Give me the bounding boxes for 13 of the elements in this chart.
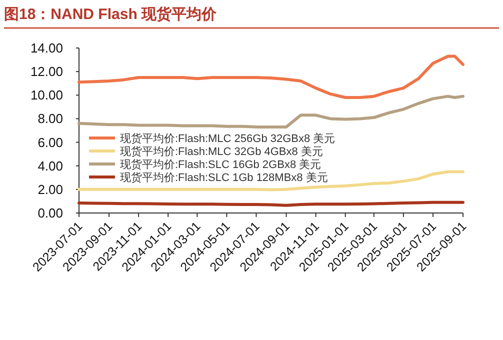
y-tick-label: 0.00 — [38, 206, 63, 220]
legend-label: 现货平均价:Flash:SLC 1Gb 128MBx8 美元 — [120, 171, 328, 184]
y-tick-label: 12.00 — [30, 64, 63, 80]
legend-label: 现货平均价:Flash:SLC 16Gb 2GBx8 美元 — [120, 158, 322, 171]
y-tick-label: 2.00 — [38, 182, 63, 197]
y-tick-label: 4.00 — [38, 158, 63, 174]
legend-label: 现货平均价:Flash:MLC 32Gb 4GBx8 美元 — [120, 145, 323, 158]
y-tick-label: 8.00 — [38, 111, 63, 126]
y-tick-label: 10.00 — [30, 88, 63, 103]
legend-label: 现货平均价:Flash:MLC 256Gb 32GBx8 美元 — [120, 132, 336, 145]
chart-title: 图18：NAND Flash 现货平均价 — [4, 6, 218, 23]
y-tick-label: 6.00 — [38, 134, 63, 150]
y-tick-label: 14.00 — [30, 40, 63, 56]
